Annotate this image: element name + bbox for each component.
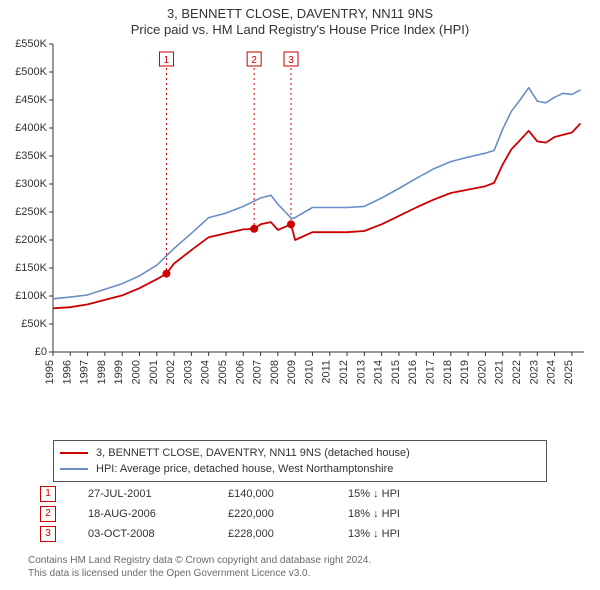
chart-title-line2: Price paid vs. HM Land Registry's House … (0, 22, 600, 37)
svg-text:£350K: £350K (15, 150, 47, 162)
svg-text:£450K: £450K (15, 94, 47, 106)
sales-table: 1 27-JUL-2001 £140,000 15% ↓ HPI 2 18-AU… (40, 484, 560, 544)
sale-hpi: 13% ↓ HPI (348, 528, 488, 540)
sale-date: 27-JUL-2001 (88, 488, 228, 500)
svg-text:2016: 2016 (407, 360, 419, 384)
svg-text:£100K: £100K (15, 290, 47, 302)
sale-marker-icon: 1 (40, 486, 56, 502)
legend-item: HPI: Average price, detached house, West… (60, 461, 540, 477)
svg-text:2022: 2022 (511, 360, 523, 384)
svg-text:2006: 2006 (234, 360, 246, 384)
svg-text:2005: 2005 (217, 360, 229, 384)
svg-text:2012: 2012 (338, 360, 350, 384)
chart-plot: £0 £50K £100K £150K £200K £250K £300K £350K £400… (0, 38, 600, 398)
sale-date: 03-OCT-2008 (88, 528, 228, 540)
svg-text:1996: 1996 (61, 360, 73, 384)
table-row: 2 18-AUG-2006 £220,000 18% ↓ HPI (40, 504, 560, 524)
legend-label: HPI: Average price, detached house, West… (96, 461, 393, 477)
sale-hpi: 15% ↓ HPI (348, 488, 488, 500)
table-row: 3 03-OCT-2008 £228,000 13% ↓ HPI (40, 524, 560, 544)
svg-text:£300K: £300K (15, 178, 47, 190)
svg-text:3: 3 (288, 55, 294, 66)
svg-text:1: 1 (164, 55, 170, 66)
svg-text:2020: 2020 (476, 360, 488, 384)
svg-text:1995: 1995 (44, 360, 56, 384)
legend-swatch (60, 468, 88, 470)
svg-text:1998: 1998 (96, 360, 108, 384)
svg-text:£550K: £550K (15, 38, 47, 50)
svg-text:2018: 2018 (442, 360, 454, 384)
svg-text:£0: £0 (35, 346, 47, 358)
svg-text:2010: 2010 (303, 360, 315, 384)
chart-title-line1: 3, BENNETT CLOSE, DAVENTRY, NN11 9NS (0, 6, 600, 21)
svg-text:2000: 2000 (130, 360, 142, 384)
footer-line2: This data is licensed under the Open Gov… (28, 567, 371, 580)
svg-text:1997: 1997 (79, 360, 91, 384)
footer-line1: Contains HM Land Registry data © Crown c… (28, 554, 371, 567)
svg-text:£50K: £50K (21, 318, 47, 330)
svg-text:£500K: £500K (15, 66, 47, 78)
svg-text:£150K: £150K (15, 262, 47, 274)
svg-text:2007: 2007 (252, 360, 264, 384)
sale-price: £140,000 (228, 488, 348, 500)
sale-marker-icon: 2 (40, 506, 56, 522)
sale-hpi: 18% ↓ HPI (348, 508, 488, 520)
svg-text:2024: 2024 (546, 360, 558, 384)
svg-text:2013: 2013 (355, 360, 367, 384)
sale-date: 18-AUG-2006 (88, 508, 228, 520)
sale-price: £228,000 (228, 528, 348, 540)
svg-text:2002: 2002 (165, 360, 177, 384)
sale-price: £220,000 (228, 508, 348, 520)
svg-text:2014: 2014 (373, 360, 385, 384)
svg-text:£400K: £400K (15, 122, 47, 134)
svg-text:2: 2 (251, 55, 257, 66)
svg-text:2009: 2009 (286, 360, 298, 384)
svg-text:2025: 2025 (563, 360, 575, 384)
svg-text:£250K: £250K (15, 206, 47, 218)
footer-attribution: Contains HM Land Registry data © Crown c… (28, 554, 371, 580)
legend-swatch (60, 452, 88, 454)
legend-item: 3, BENNETT CLOSE, DAVENTRY, NN11 9NS (de… (60, 445, 540, 461)
svg-text:2003: 2003 (182, 360, 194, 384)
svg-text:2001: 2001 (148, 360, 160, 384)
svg-text:2019: 2019 (459, 360, 471, 384)
svg-text:2023: 2023 (528, 360, 540, 384)
svg-text:2011: 2011 (321, 360, 333, 384)
svg-text:2015: 2015 (390, 360, 402, 384)
svg-text:1999: 1999 (113, 360, 125, 384)
sale-marker-icon: 3 (40, 526, 56, 542)
svg-text:£200K: £200K (15, 234, 47, 246)
svg-text:2008: 2008 (269, 360, 281, 384)
table-row: 1 27-JUL-2001 £140,000 15% ↓ HPI (40, 484, 560, 504)
svg-text:2017: 2017 (425, 360, 437, 384)
svg-text:2004: 2004 (200, 360, 212, 384)
svg-text:2021: 2021 (494, 360, 506, 384)
legend-label: 3, BENNETT CLOSE, DAVENTRY, NN11 9NS (de… (96, 445, 410, 461)
chart-legend: 3, BENNETT CLOSE, DAVENTRY, NN11 9NS (de… (53, 440, 547, 482)
